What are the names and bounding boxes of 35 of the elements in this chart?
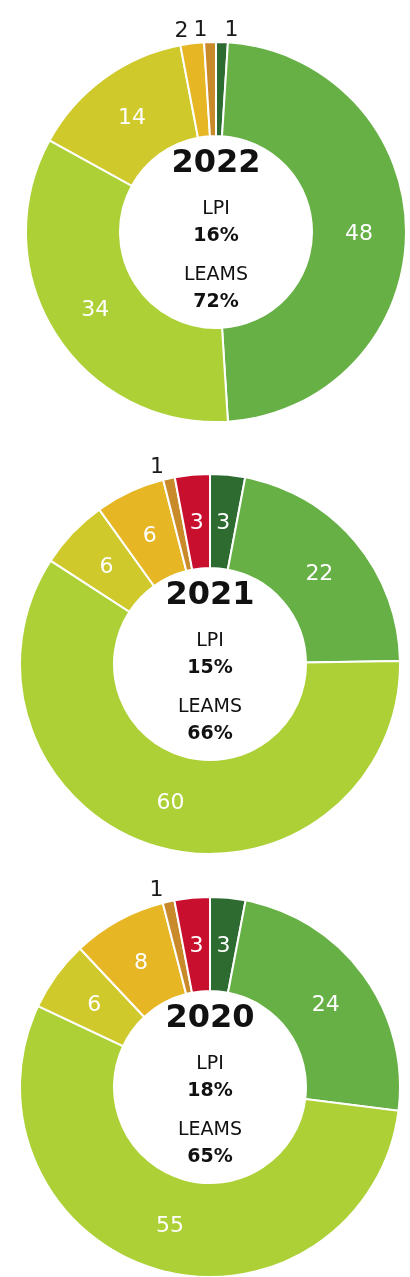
text: 66%	[187, 721, 233, 743]
data-label: 6	[99, 552, 114, 578]
data-label: 3	[189, 932, 204, 958]
data-label: 1	[149, 875, 164, 901]
text: 2020	[165, 997, 255, 1035]
data-label: 6	[142, 522, 157, 548]
data-label: 22	[305, 559, 334, 585]
text: LPI	[202, 196, 230, 218]
data-label: 2	[174, 17, 189, 43]
text: LEAMS	[177, 694, 243, 716]
text: LPI	[196, 1051, 224, 1073]
data-label: 34	[81, 296, 110, 322]
text: LPI	[196, 628, 224, 650]
text: 65%	[187, 1144, 233, 1166]
data-label: 3	[189, 509, 204, 535]
text: 72%	[193, 289, 239, 311]
text: 2022	[171, 142, 261, 180]
data-label: 24	[311, 990, 340, 1016]
data-label: 8	[134, 949, 149, 975]
text: 15%	[187, 655, 233, 677]
data-label: 14	[117, 104, 146, 130]
text: 2021	[165, 574, 255, 612]
data-label: 3	[216, 932, 231, 958]
data-label: 1	[224, 15, 239, 41]
data-label: 6	[87, 990, 102, 1016]
text: LEAMS	[183, 262, 249, 284]
text: LEAMS	[177, 1117, 243, 1139]
data-label: 60	[156, 789, 185, 815]
text: 16%	[193, 223, 239, 245]
data-label: 48	[345, 219, 373, 245]
data-label: 1	[149, 452, 164, 478]
data-label: 1	[193, 15, 208, 41]
data-label: 55	[156, 1212, 185, 1238]
text: 18%	[187, 1078, 233, 1100]
data-label: 3	[216, 509, 231, 535]
